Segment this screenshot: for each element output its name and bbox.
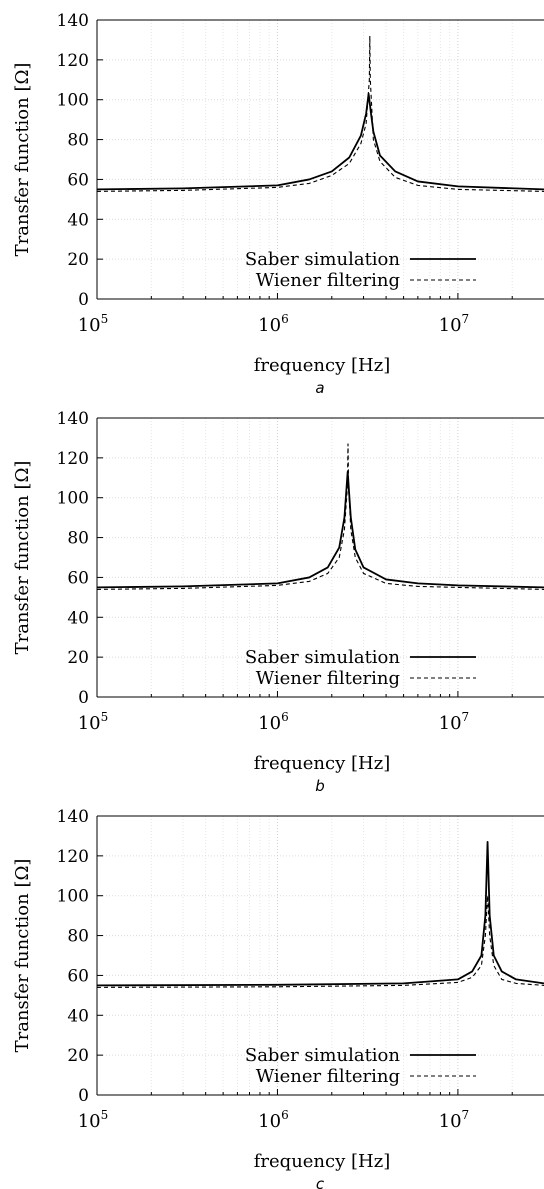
y-tick-label: 40	[67, 608, 89, 628]
legend-label: Saber simulation	[245, 249, 401, 270]
y-tick-label: 20	[67, 648, 89, 668]
y-tick-label: 20	[67, 1046, 89, 1066]
y-tick-label: 60	[67, 170, 89, 190]
x-tick-label: 105	[78, 1108, 109, 1132]
y-tick-label: 80	[67, 529, 89, 549]
y-tick-label: 60	[67, 966, 89, 986]
x-tick-label: 107	[439, 312, 470, 336]
x-tick-label: 107	[439, 710, 470, 734]
legend-label: Saber simulation	[245, 647, 401, 668]
x-tick-label: 106	[258, 312, 289, 336]
x-axis-label: frequency [Hz]	[254, 355, 390, 376]
y-tick-label: 120	[57, 449, 89, 469]
series-line-wiener	[96, 35, 544, 192]
y-axis-label: Transfer function [Ω]	[12, 63, 33, 257]
y-tick-label: 40	[67, 210, 89, 230]
y-tick-label: 0	[78, 1086, 89, 1106]
x-tick-label: 107	[439, 1108, 470, 1132]
legend-label: Saber simulation	[245, 1045, 401, 1066]
x-tick-label: 105	[78, 710, 109, 734]
panel-label: b	[315, 777, 325, 795]
legend-label: Wiener filtering	[256, 270, 400, 291]
series-line-saber	[96, 841, 544, 987]
series-line-saber	[96, 92, 544, 191]
y-tick-label: 140	[57, 409, 89, 429]
y-tick-label: 100	[57, 887, 89, 907]
y-tick-label: 80	[67, 131, 89, 151]
series-line-wiener	[96, 895, 544, 988]
y-tick-label: 80	[67, 927, 89, 947]
y-tick-label: 120	[57, 51, 89, 71]
y-tick-label: 0	[78, 688, 89, 708]
y-tick-label: 0	[78, 290, 89, 310]
y-axis-label: Transfer function [Ω]	[12, 461, 33, 655]
y-tick-label: 60	[67, 568, 89, 588]
x-tick-label: 106	[258, 1108, 289, 1132]
series-line-saber	[96, 470, 544, 589]
x-tick-label: 105	[78, 312, 109, 336]
chart-panel-c: 0 20 40 60 80 100 120 140 105 106 107 Saber simulat…	[12, 807, 544, 1189]
y-tick-label: 120	[57, 847, 89, 867]
y-tick-label: 40	[67, 1006, 89, 1026]
legend-label: Wiener filtering	[256, 1066, 400, 1087]
x-axis-label: frequency [Hz]	[254, 753, 390, 774]
legend-label: Wiener filtering	[256, 668, 400, 689]
y-tick-label: 100	[57, 91, 89, 111]
panel-label: a	[315, 379, 324, 397]
y-tick-label: 100	[57, 489, 89, 509]
y-tick-label: 140	[57, 11, 89, 31]
x-axis-label: frequency [Hz]	[254, 1151, 390, 1172]
chart-panel-a: 0 20 40 60 80 100 120 140 105 106 107 Saber simulat…	[12, 11, 544, 397]
x-tick-label: 106	[258, 710, 289, 734]
series-line-wiener	[96, 443, 544, 590]
y-axis-label: Transfer function [Ω]	[12, 859, 33, 1053]
y-tick-label: 20	[67, 250, 89, 270]
chart-panel-b: 0 20 40 60 80 100 120 140 105 106 107 Saber simulat…	[12, 409, 544, 795]
y-tick-label: 140	[57, 807, 89, 827]
panel-label: c	[316, 1175, 325, 1189]
